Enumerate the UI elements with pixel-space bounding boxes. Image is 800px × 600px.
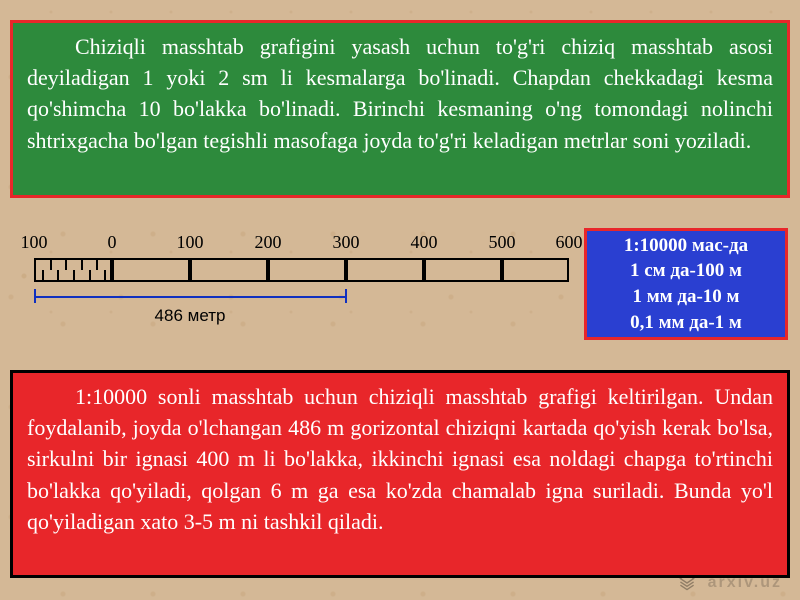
- ruler-label: 200: [255, 232, 282, 253]
- ruler-subdivision: [42, 270, 44, 280]
- ruler-subdivision: [73, 270, 75, 280]
- ruler-segment: [346, 258, 424, 282]
- ruler-segment: [424, 258, 502, 282]
- description-bottom-text: 1:10000 sonli masshtab uchun chiziqli ma…: [27, 381, 773, 537]
- bracket-label: 486 метр: [155, 306, 226, 326]
- ruler-tick-labels: 100 0 100 200 300 400 500 600: [14, 232, 574, 256]
- description-top-text: Chiziqli masshtab grafigini yasash uchun…: [27, 31, 773, 156]
- scale-info-line: 1 мм да-10 м: [587, 284, 785, 310]
- ruler-segment: [268, 258, 346, 282]
- scale-info-line: 1 см да-100 м: [587, 258, 785, 284]
- ruler-label: 100: [21, 232, 48, 253]
- scale-info-line: 1:10000 мас-да: [587, 233, 785, 259]
- measurement-bracket: 486 метр: [14, 288, 574, 306]
- ruler-subdivision: [89, 270, 91, 280]
- ruler-label: 300: [333, 232, 360, 253]
- bracket-right-tick: [345, 289, 347, 303]
- ruler-segment: [502, 258, 569, 282]
- ruler-subdivision: [104, 270, 106, 280]
- ruler-segment: [190, 258, 268, 282]
- ruler-label: 0: [108, 232, 117, 253]
- ruler-segment: [112, 258, 190, 282]
- ruler-label: 400: [411, 232, 438, 253]
- scale-info-box: 1:10000 мас-да 1 см да-100 м 1 мм да-10 …: [584, 228, 788, 340]
- ruler-bar: [14, 258, 574, 282]
- ruler-subdivision: [50, 260, 52, 270]
- ruler-label: 100: [177, 232, 204, 253]
- bracket-line: [34, 296, 345, 298]
- ruler-subdivision: [81, 260, 83, 270]
- description-box-top: Chiziqli masshtab grafigini yasash uchun…: [10, 20, 790, 198]
- description-box-bottom: 1:10000 sonli masshtab uchun chiziqli ma…: [10, 370, 790, 578]
- ruler-subdivision: [96, 260, 98, 270]
- linear-scale-graphic: 100 0 100 200 300 400 500 600 486 метр: [14, 232, 574, 362]
- scale-info-line: 0,1 мм да-1 м: [587, 310, 785, 336]
- ruler-label: 500: [489, 232, 516, 253]
- ruler-subdivision: [65, 260, 67, 270]
- ruler-subdivision: [57, 270, 59, 280]
- ruler-label: 600: [556, 232, 583, 253]
